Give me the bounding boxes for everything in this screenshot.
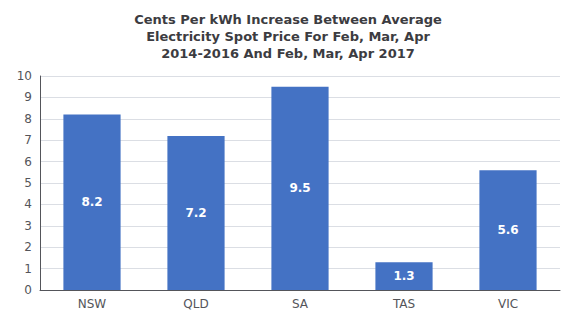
svg-text:5: 5 <box>24 176 32 190</box>
svg-text:2014-2016 And Feb, Mar, Apr 20: 2014-2016 And Feb, Mar, Apr 2017 <box>161 46 415 61</box>
svg-text:NSW: NSW <box>78 297 107 311</box>
svg-text:4: 4 <box>24 197 32 211</box>
svg-text:SA: SA <box>292 297 309 311</box>
svg-text:QLD: QLD <box>183 297 208 311</box>
svg-text:8: 8 <box>24 112 32 126</box>
svg-text:2: 2 <box>24 240 32 254</box>
svg-text:10: 10 <box>17 69 32 83</box>
svg-text:3: 3 <box>24 219 32 233</box>
svg-text:5.6: 5.6 <box>497 223 518 237</box>
svg-text:7: 7 <box>24 133 32 147</box>
svg-text:Cents Per kWh Increase Between: Cents Per kWh Increase Between Average <box>134 12 442 27</box>
svg-text:6: 6 <box>24 155 32 169</box>
svg-text:Electricity Spot Price For Feb: Electricity Spot Price For Feb, Mar, Apr <box>146 29 430 44</box>
svg-text:9.5: 9.5 <box>289 181 310 195</box>
svg-text:TAS: TAS <box>392 297 415 311</box>
svg-text:0: 0 <box>24 283 32 297</box>
svg-text:1: 1 <box>24 262 32 276</box>
svg-text:8.2: 8.2 <box>81 195 102 209</box>
svg-text:VIC: VIC <box>498 297 518 311</box>
svg-text:7.2: 7.2 <box>185 206 206 220</box>
svg-text:1.3: 1.3 <box>393 269 414 283</box>
svg-text:9: 9 <box>24 90 32 104</box>
